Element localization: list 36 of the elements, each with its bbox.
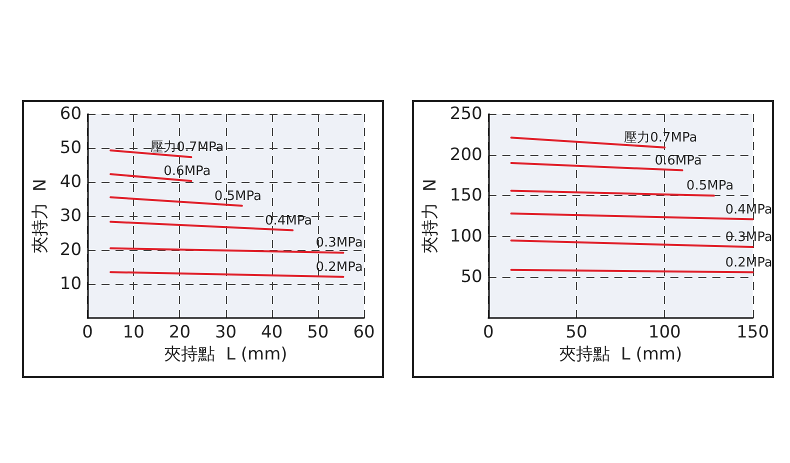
y-tick-label: 60 xyxy=(60,104,82,124)
y-tick-label: 100 xyxy=(450,226,482,246)
x-tick-label: 40 xyxy=(261,322,283,342)
y-tick-label: 20 xyxy=(60,240,82,260)
y-tick-label: 40 xyxy=(60,172,82,192)
series-label: 0.4MPa xyxy=(725,202,772,218)
y-tick-label: 150 xyxy=(450,186,482,206)
x-tick-label: 60 xyxy=(353,322,375,342)
x-tick-label: 150 xyxy=(736,322,770,342)
y-tick-label: 250 xyxy=(450,104,482,124)
y-tick-label: 50 xyxy=(460,267,482,288)
series-label: 0.4MPa xyxy=(265,213,312,228)
x-tick-label: 100 xyxy=(648,322,681,342)
y-axis-title: 夾持力 N xyxy=(30,178,50,254)
x-tick-label: 50 xyxy=(566,322,588,342)
y-tick-label: 30 xyxy=(60,206,82,226)
series-label: 0.6MPa xyxy=(164,164,211,179)
x-tick-label: 10 xyxy=(122,322,144,342)
x-tick-label: 50 xyxy=(307,322,329,342)
x-tick-label: 0 xyxy=(82,322,93,342)
series-label: 壓力0.7MPa xyxy=(624,130,698,146)
series-label: 0.2MPa xyxy=(316,260,363,275)
y-axis-title: 夾持力 N xyxy=(420,178,440,254)
series-label: 壓力0.7MPa xyxy=(150,140,224,156)
series-label: 0.5MPa xyxy=(686,178,734,194)
x-axis-title: 夾持點 L (mm) xyxy=(164,344,288,364)
series-label: 0.5MPa xyxy=(214,188,262,204)
x-tick-label: 20 xyxy=(168,322,191,342)
series-label: 0.2MPa xyxy=(725,255,772,270)
y-tick-label: 200 xyxy=(450,144,482,165)
y-tick-label: 50 xyxy=(60,138,82,158)
series-label: 0.3MPa xyxy=(725,230,772,246)
x-tick-label: 0 xyxy=(482,322,494,342)
x-axis-title: 夾持點 L (mm) xyxy=(559,344,682,364)
x-tick-label: 30 xyxy=(214,322,237,342)
y-tick-label: 10 xyxy=(60,274,82,294)
